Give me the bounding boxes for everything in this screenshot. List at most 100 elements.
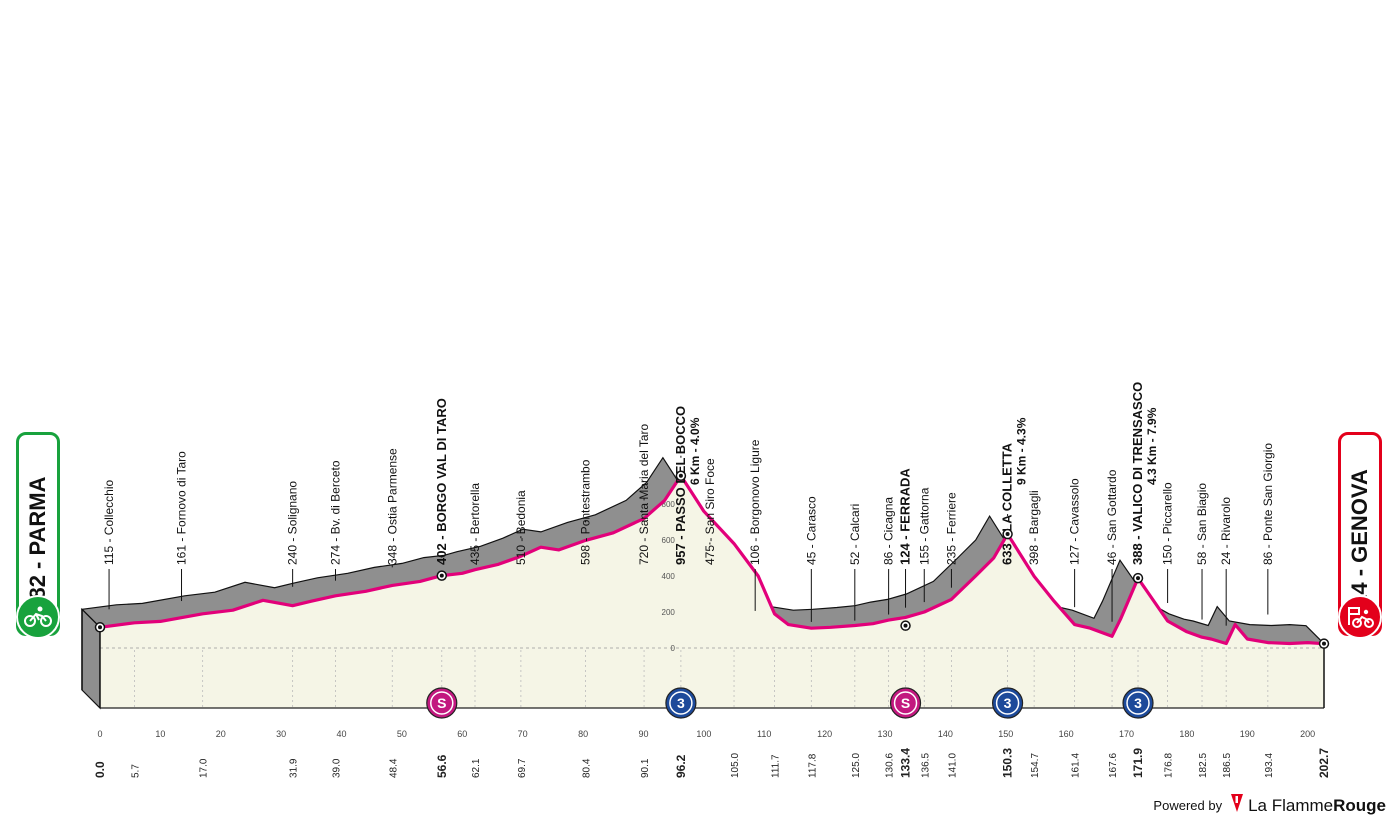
km-tick-label: 130 (877, 729, 892, 739)
place-label: 24 - Rivarolo (1219, 497, 1233, 565)
km-tick-label: 150 (998, 729, 1013, 739)
badge-inner-ring (669, 691, 693, 715)
badge-inner-ring (430, 691, 454, 715)
place-label: 598 - Pontestrambo (578, 459, 592, 565)
start-badge: 82 - PARMA (16, 432, 60, 639)
badge-label: S (901, 695, 910, 711)
place-label: 274 - Bv. di Berceto (329, 460, 343, 565)
distance-label: 141.0 (947, 753, 958, 778)
distance-label: 96.2 (674, 754, 688, 778)
distance-label: 62.1 (471, 758, 482, 778)
climb-detail-label: 6 Km - 4.0% (688, 417, 702, 485)
distance-label: 56.6 (435, 754, 449, 778)
powered-by-text: Powered by (1153, 798, 1223, 813)
distance-label: 125.0 (851, 753, 862, 778)
km-tick-label: 0 (97, 729, 102, 739)
place-label: 58 - San Biagio (1195, 483, 1209, 565)
place-label: 124 - FERRADA (898, 468, 913, 565)
profile-line (99, 474, 1325, 646)
place-label: 155 - Gattorna (917, 487, 931, 565)
distance-label: 193.4 (1264, 753, 1275, 778)
place-label: 510 - Bedonia (514, 490, 528, 565)
km-tick-label: 90 (638, 729, 648, 739)
place-label: 86 - Ponte San Giorgio (1261, 443, 1275, 565)
powered-by: Powered by La FlammeRouge (1153, 793, 1386, 818)
km-tick-label: 180 (1179, 729, 1194, 739)
profile-point-dot (1322, 641, 1326, 646)
km-tick-label: 110 (757, 729, 771, 739)
distance-label: 133.4 (899, 748, 913, 778)
badge-label: 3 (677, 695, 685, 711)
distance-label: 202.7 (1317, 748, 1331, 778)
finish-flag-cyclist-icon (1338, 595, 1382, 639)
distance-label: 90.1 (640, 758, 651, 778)
km-tick-label: 20 (216, 729, 226, 739)
distance-label: 80.4 (581, 758, 592, 778)
place-label: 348 - Ostia Parmense (385, 448, 399, 565)
place-label: 388 - VALICO DI TRENSASCO (1130, 382, 1145, 565)
finish-badge: 24 - GENOVA (1338, 432, 1382, 639)
km-tick-label: 80 (578, 729, 588, 739)
brand-suffix: Rouge (1333, 795, 1386, 815)
badge-inner-ring (995, 691, 1020, 715)
badge-inner-ring (893, 691, 918, 715)
distance-label: 161.4 (1071, 753, 1082, 778)
km-tick-label: 200 (1300, 729, 1315, 739)
place-label: 235 - Ferriere (944, 492, 958, 565)
elevation-tick-label: 400 (662, 572, 676, 581)
distance-label: 171.9 (1131, 748, 1145, 778)
place-label: 161 - Fornovo di Taro (175, 451, 189, 565)
distance-label: 31.9 (289, 758, 300, 778)
distance-label: 48.4 (388, 758, 399, 778)
finish-label: 24 - GENOVA (1347, 469, 1372, 607)
profile-point-dot (1136, 576, 1141, 581)
distance-label: 17.0 (199, 758, 210, 778)
badge-label: S (437, 695, 446, 711)
brand-prefix: La Flamme (1248, 795, 1334, 815)
place-label: 45 - Carasco (804, 496, 818, 565)
km-tick-label: 50 (397, 729, 407, 739)
place-label: 957 - PASSO DEL BOCCO (673, 406, 688, 565)
place-label: 475 - San Siro Foce (703, 458, 717, 565)
distance-label: 69.7 (517, 758, 528, 778)
place-label: 127 - Cavassolo (1068, 478, 1082, 565)
distance-label: 111.7 (770, 754, 781, 778)
badge-label: 3 (1004, 695, 1012, 711)
profile-front-face (100, 475, 1324, 708)
flame-logo-icon (1230, 793, 1244, 818)
profile-point-dot (1005, 532, 1010, 537)
km-tick-label: 60 (457, 729, 467, 739)
profile-point-dot (98, 625, 102, 630)
climb-detail-label: 4.3 Km - 7.9% (1145, 407, 1159, 485)
distance-label: 105.0 (730, 753, 741, 778)
elevation-tick-label: 600 (662, 536, 676, 545)
place-label: 435 - Bertorella (468, 483, 482, 565)
km-tick-label: 100 (696, 729, 711, 739)
distance-label: 5.7 (130, 764, 141, 778)
profile-point-dot (903, 623, 908, 628)
distance-label: 167.6 (1108, 753, 1119, 778)
start-label: 82 - PARMA (25, 476, 50, 600)
place-label: 46 - San Gottardo (1105, 469, 1119, 565)
distance-label: 150.3 (1001, 748, 1015, 778)
place-label: 633 - LA COLLETTA (1000, 442, 1015, 565)
km-tick-label: 70 (518, 729, 528, 739)
km-tick-label: 170 (1119, 729, 1134, 739)
elevation-tick-label: 800 (662, 500, 676, 509)
elevation-tick-label: 200 (662, 608, 676, 617)
km-tick-label: 160 (1059, 729, 1074, 739)
place-label: 402 - BORGO VAL DI TARO (434, 398, 449, 565)
climb-detail-label: 9 Km - 4.3% (1015, 417, 1029, 485)
distance-label: 186.5 (1222, 753, 1233, 778)
km-tick-label: 190 (1240, 729, 1255, 739)
distance-label: 130.6 (885, 753, 896, 778)
profile-point-dot (439, 573, 444, 578)
distance-label: 117.8 (807, 753, 818, 778)
place-label: 240 - Solignano (286, 481, 300, 565)
place-label: 106 - Borgonovo Ligure (748, 439, 762, 565)
distance-label: 39.0 (332, 758, 343, 778)
km-tick-label: 120 (817, 729, 832, 739)
place-label: 398 - Bargagli (1027, 490, 1041, 565)
place-label: 150 - Piccarello (1161, 482, 1175, 565)
